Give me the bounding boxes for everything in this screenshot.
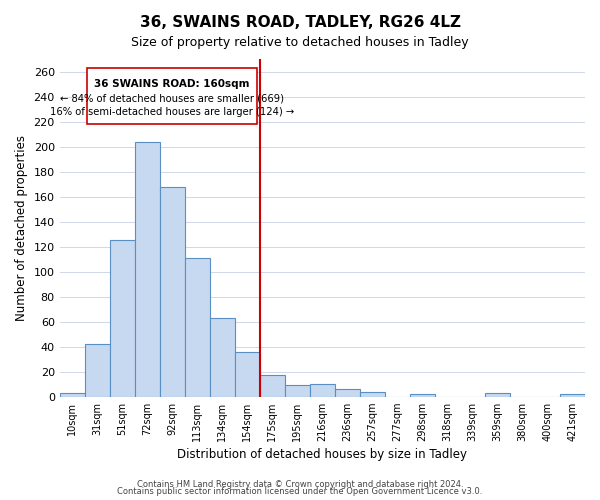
Text: Size of property relative to detached houses in Tadley: Size of property relative to detached ho… [131,36,469,49]
Y-axis label: Number of detached properties: Number of detached properties [15,135,28,321]
Text: 36, SWAINS ROAD, TADLEY, RG26 4LZ: 36, SWAINS ROAD, TADLEY, RG26 4LZ [139,15,461,30]
Text: 16% of semi-detached houses are larger (124) →: 16% of semi-detached houses are larger (… [50,108,295,118]
Bar [260,376,285,396]
Bar [160,186,185,396]
Bar [560,394,585,396]
Bar [410,394,435,396]
Bar [185,258,210,396]
Bar [485,393,510,396]
Text: Contains HM Land Registry data © Crown copyright and database right 2024.: Contains HM Land Registry data © Crown c… [137,480,463,489]
X-axis label: Distribution of detached houses by size in Tadley: Distribution of detached houses by size … [178,448,467,461]
Text: ← 84% of detached houses are smaller (669): ← 84% of detached houses are smaller (66… [60,94,284,104]
Bar [360,392,385,396]
Bar [335,389,360,396]
Bar [310,384,335,396]
Bar [285,386,310,396]
FancyBboxPatch shape [87,68,257,124]
Text: Contains public sector information licensed under the Open Government Licence v3: Contains public sector information licen… [118,488,482,496]
Bar [135,142,160,396]
Bar [110,240,135,396]
Bar [210,318,235,396]
Text: 36 SWAINS ROAD: 160sqm: 36 SWAINS ROAD: 160sqm [94,80,250,90]
Bar [235,352,260,397]
Bar [59,393,85,396]
Bar [85,344,110,397]
